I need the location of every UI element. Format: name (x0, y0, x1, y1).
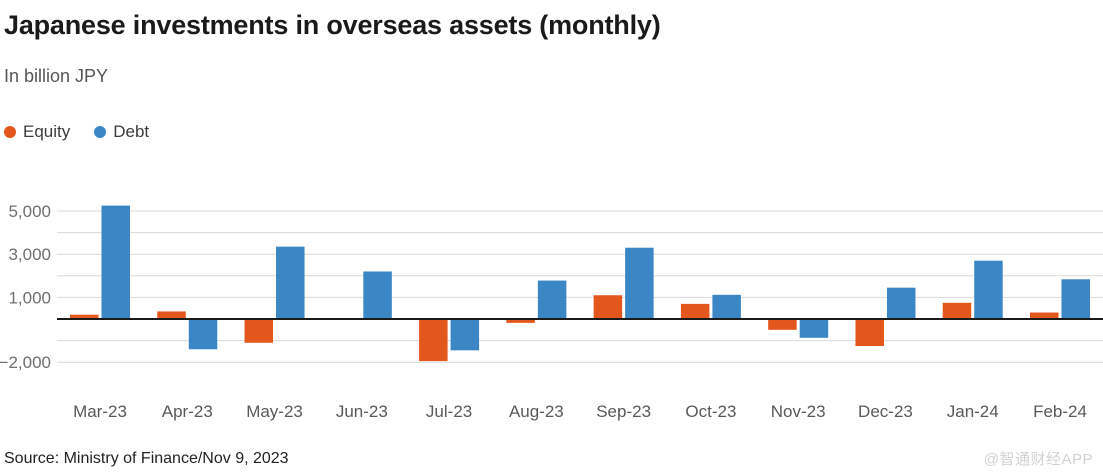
legend-label-equity: Equity (23, 122, 71, 141)
bar-debt-Oct-23 (712, 294, 741, 319)
x-tick-label-Jan-24: Jan-24 (947, 402, 999, 421)
page-title: Japanese investments in overseas assets … (4, 10, 661, 40)
bar-equity-Mar-23 (70, 314, 99, 319)
bar-chart: 5,000 3,000 1,000 −2,000 Mar-23 Apr-23 May-23 J… (0, 195, 1103, 435)
equity-swatch-icon (4, 126, 16, 138)
x-tick-label-Aug-23: Aug-23 (509, 402, 564, 421)
y-tick-label-3000: 3,000 (8, 245, 51, 264)
bar-debt-Aug-23 (537, 280, 567, 319)
bar-equity-Jul-23 (419, 319, 448, 362)
bar-equity-Oct-23 (680, 303, 710, 319)
x-tick-label-Oct-23: Oct-23 (685, 402, 736, 421)
bar-equity-Feb-24 (1030, 312, 1059, 319)
bar-debt-Mar-23 (101, 205, 130, 319)
source-note: Source: Ministry of Finance/Nov 9, 2023 (4, 450, 289, 467)
bar-equity-Jan-24 (942, 302, 972, 319)
debt-swatch-icon (94, 126, 107, 138)
x-tick-label-Jul-23: Jul-23 (426, 402, 472, 421)
bar-debt-Sep-23 (625, 247, 654, 319)
legend-label-debt: Debt (113, 122, 150, 141)
legend-item-equity: Equity (4, 122, 70, 142)
bar-chart-canvas: 5,000 3,000 1,000 −2,000 Mar-23 Apr-23 May-23 J… (0, 202, 1103, 421)
bar-debt-Feb-24 (1061, 279, 1090, 319)
bar-debt-Dec-23 (886, 287, 916, 319)
y-tick-label--2000: −2,000 (0, 353, 51, 372)
y-tick-label-1000: 1,000 (8, 288, 51, 307)
x-tick-label-Feb-24: Feb-24 (1033, 402, 1087, 421)
bar-equity-Nov-23 (768, 319, 797, 330)
x-tick-label-Nov-23: Nov-23 (771, 402, 826, 421)
chart-unit-label: In billion JPY (4, 66, 109, 86)
bar-debt-Jul-23 (450, 319, 480, 351)
x-tick-label-Apr-23: Apr-23 (162, 402, 213, 421)
legend-item-debt: Debt (94, 122, 149, 142)
x-tick-label-Sep-23: Sep-23 (596, 402, 651, 421)
bar-equity-Sep-23 (593, 295, 623, 319)
bar-debt-Jan-24 (974, 260, 1003, 319)
y-tick-label-5000: 5,000 (8, 202, 51, 221)
bar-equity-Aug-23 (506, 319, 535, 323)
chart-legend: Equity Debt (4, 122, 149, 142)
bar-debt-Jun-23 (363, 271, 392, 319)
bar-equity-May-23 (244, 319, 274, 343)
watermark: @智通财经APP (983, 451, 1093, 468)
x-tick-label-Mar-23: Mar-23 (73, 402, 127, 421)
x-tick-label-Dec-23: Dec-23 (858, 402, 913, 421)
x-tick-label-May-23: May-23 (246, 402, 303, 421)
bar-equity-Dec-23 (855, 319, 884, 346)
bar-debt-Apr-23 (188, 319, 218, 350)
x-tick-label-Jun-23: Jun-23 (336, 402, 388, 421)
bar-debt-May-23 (276, 246, 305, 319)
bar-equity-Apr-23 (157, 311, 186, 319)
bar-debt-Nov-23 (799, 319, 829, 338)
